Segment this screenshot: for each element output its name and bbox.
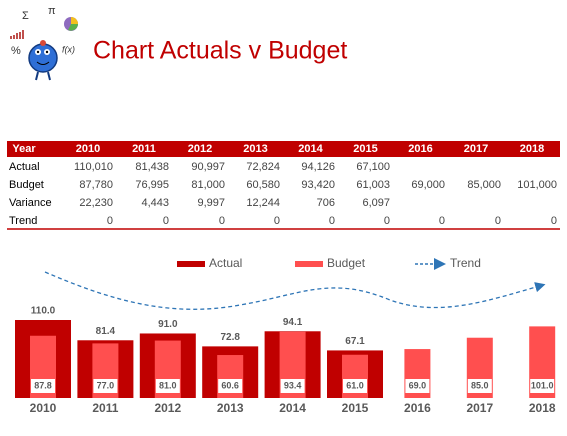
legend-label: Actual	[209, 256, 242, 270]
data-label: 93.4	[284, 380, 302, 390]
data-label: 67.1	[345, 336, 365, 347]
logo-symbol: %	[11, 45, 21, 57]
table-cell: 0	[219, 215, 225, 227]
table-row-label: Variance	[9, 197, 52, 209]
table-header-cell: 2018	[520, 143, 544, 155]
table-cell: 0	[163, 215, 169, 227]
logo-symbol: f(x)	[62, 44, 75, 54]
data-label-bg	[467, 379, 492, 393]
x-tick-label: 2016	[404, 401, 431, 415]
table-cell: 60,580	[246, 179, 280, 191]
data-label-bg	[280, 379, 305, 393]
data-label-bg	[218, 379, 243, 393]
table-row-label: Actual	[9, 161, 40, 173]
x-tick-label: 2013	[217, 401, 244, 415]
table-header-cell: 2010	[76, 143, 100, 155]
table-cell: 93,420	[301, 179, 335, 191]
table-row-label: Budget	[9, 179, 44, 191]
table-row-label: Trend	[9, 215, 37, 227]
table-cell: 101,000	[517, 179, 557, 191]
data-label: 60.6	[221, 380, 239, 390]
data-label-bg	[343, 379, 367, 393]
table-cell: 61,003	[356, 179, 390, 191]
table-cell: 0	[439, 215, 445, 227]
data-label: 72.8	[220, 332, 240, 343]
legend-label: Trend	[450, 256, 481, 270]
page-title: Chart Actuals v Budget	[93, 37, 347, 65]
data-label-bg	[405, 379, 430, 393]
table-cell: 67,100	[356, 161, 390, 173]
data-label: 87.8	[34, 380, 52, 390]
data-label: 91.0	[158, 319, 178, 330]
data-label: 94.1	[283, 317, 303, 328]
table-cell: 81,000	[191, 179, 225, 191]
table-header-cell: Year	[12, 143, 36, 155]
logo: Σ π % f(x)	[10, 5, 78, 81]
data-table	[7, 141, 560, 230]
data-label-bg	[155, 379, 180, 393]
table-cell: 90,997	[191, 161, 225, 173]
table-cell: 81,438	[135, 161, 169, 173]
table-cell: 110,010	[74, 161, 113, 173]
x-tick-label: 2017	[466, 401, 493, 415]
data-label: 81.4	[96, 326, 116, 337]
table-cell: 9,997	[197, 197, 225, 209]
table-cell: 0	[274, 215, 280, 227]
legend-swatch	[177, 261, 205, 267]
logo-symbol: Σ	[22, 10, 29, 22]
x-tick-label: 2010	[30, 401, 57, 415]
table-cell: 22,230	[79, 197, 113, 209]
table-header-cell: 2015	[353, 143, 377, 155]
table-cell: 0	[329, 215, 335, 227]
x-tick-label: 2012	[154, 401, 181, 415]
legend-label: Budget	[327, 256, 366, 270]
table-cell: 12,244	[246, 197, 280, 209]
table-header-bg	[7, 141, 560, 157]
x-tick-label: 2014	[279, 401, 306, 415]
trend-line	[44, 271, 546, 310]
table-header-cell: 2014	[298, 143, 323, 155]
table-cell: 0	[384, 215, 390, 227]
data-label: 77.0	[97, 380, 115, 390]
table-cell: 87,780	[79, 179, 113, 191]
data-label-bg	[530, 379, 555, 393]
table-header-cell: 2011	[132, 143, 156, 155]
data-label-bg	[31, 379, 55, 393]
x-tick-label: 2011	[92, 401, 118, 415]
table-header-cell: 2013	[243, 143, 267, 155]
table-header-cell: 2012	[188, 143, 212, 155]
table-cell: 69,000	[411, 179, 445, 191]
x-tick-label: 2015	[342, 401, 369, 415]
data-label: 85.0	[471, 380, 489, 390]
data-label: 69.0	[409, 380, 427, 390]
table-cell: 94,126	[301, 161, 335, 173]
data-label: 81.0	[159, 380, 177, 390]
logo-symbol: π	[48, 5, 56, 17]
x-tick-label: 2018	[529, 401, 556, 415]
data-label: 61.0	[346, 380, 364, 390]
data-label-bg	[93, 379, 118, 393]
table-cell: 76,995	[135, 179, 169, 191]
table-cell: 0	[495, 215, 501, 227]
table-cell: 0	[551, 215, 557, 227]
legend-swatch	[295, 261, 323, 267]
table-cell: 72,824	[246, 161, 280, 173]
table-cell: 4,443	[141, 197, 169, 209]
data-label: 110.0	[31, 306, 56, 317]
table-cell: 6,097	[362, 197, 390, 209]
table-cell: 85,000	[467, 179, 501, 191]
table-cell: 0	[107, 215, 113, 227]
table-header-cell: 2017	[464, 143, 488, 155]
data-label: 101.0	[531, 380, 554, 390]
table-cell: 706	[317, 197, 335, 209]
table-header-cell: 2016	[408, 143, 432, 155]
